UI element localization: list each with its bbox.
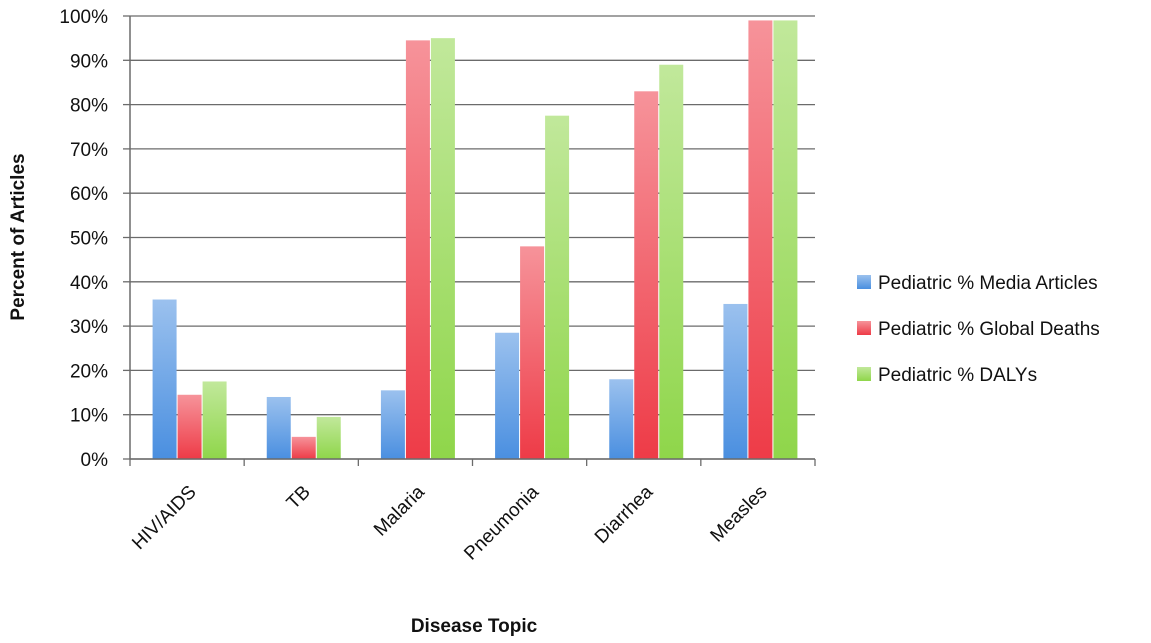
y-tick-label: 90%: [70, 51, 108, 72]
bar-pneumonia-series-2: [520, 246, 545, 459]
y-tick-labels: 0% 10% 20% 30% 40% 50% 60% 70% 80% 90% 100%: [59, 7, 108, 471]
y-tick-label: 20%: [70, 361, 108, 382]
y-tick-label: 30%: [70, 317, 108, 338]
bar-hiv-aids-series-3: [202, 381, 227, 459]
y-axis-title: Percent of Articles: [8, 153, 29, 320]
bar-hiv-aids-series-1: [152, 299, 177, 459]
y-tick-label: 40%: [70, 273, 108, 294]
gridlines: [123, 15, 815, 460]
legend-swatch: [857, 367, 871, 381]
bar-measles-series-3: [773, 20, 798, 460]
legend-label: Pediatric % Global Deaths: [878, 319, 1100, 340]
x-category-label: TB: [283, 482, 315, 514]
bar-pneumonia-series-1: [495, 332, 520, 459]
y-tick-label: 80%: [70, 96, 108, 117]
legend: Pediatric % Media Articles Pediatric % Gl…: [857, 273, 1100, 386]
x-axis-title: Disease Topic: [411, 616, 538, 637]
bar-tb-series-1: [266, 396, 291, 459]
bar-measles-series-2: [748, 20, 773, 460]
bar-diarrhea-series-2: [634, 91, 659, 459]
bar-malaria-series-1: [380, 390, 405, 459]
x-category-label: Measles: [707, 482, 772, 547]
bar-tb-series-3: [316, 416, 341, 459]
y-tick-label: 50%: [70, 229, 108, 250]
legend-swatch: [857, 321, 871, 335]
bars: [152, 20, 798, 460]
bar-malaria-series-2: [405, 40, 430, 460]
y-tick-label: 100%: [59, 7, 108, 28]
bar-measles-series-1: [723, 303, 748, 459]
x-category-label: Diarrhea: [591, 481, 658, 548]
x-category-label: Pneumonia: [460, 481, 543, 564]
bar-diarrhea-series-3: [659, 64, 684, 459]
x-category-label: Malaria: [370, 481, 429, 540]
bar-pneumonia-series-3: [545, 115, 570, 460]
x-category-label: HIV/AIDS: [128, 482, 200, 554]
bar-diarrhea-series-1: [609, 379, 634, 459]
legend-label: Pediatric % Media Articles: [878, 273, 1098, 294]
legend-label: Pediatric % DALYs: [878, 365, 1037, 386]
bar-hiv-aids-series-2: [177, 394, 202, 459]
bar-malaria-series-3: [430, 38, 455, 460]
y-tick-label: 70%: [70, 140, 108, 161]
y-tick-label: 0%: [81, 450, 109, 471]
y-tick-label: 60%: [70, 184, 108, 205]
legend-swatch: [857, 275, 871, 289]
bar-tb-series-2: [291, 436, 316, 459]
y-tick-label: 10%: [70, 406, 108, 427]
x-category-labels: HIV/AIDS TB Malaria Pneumonia Diarrhea Measle…: [128, 481, 771, 564]
axes: [129, 16, 816, 466]
